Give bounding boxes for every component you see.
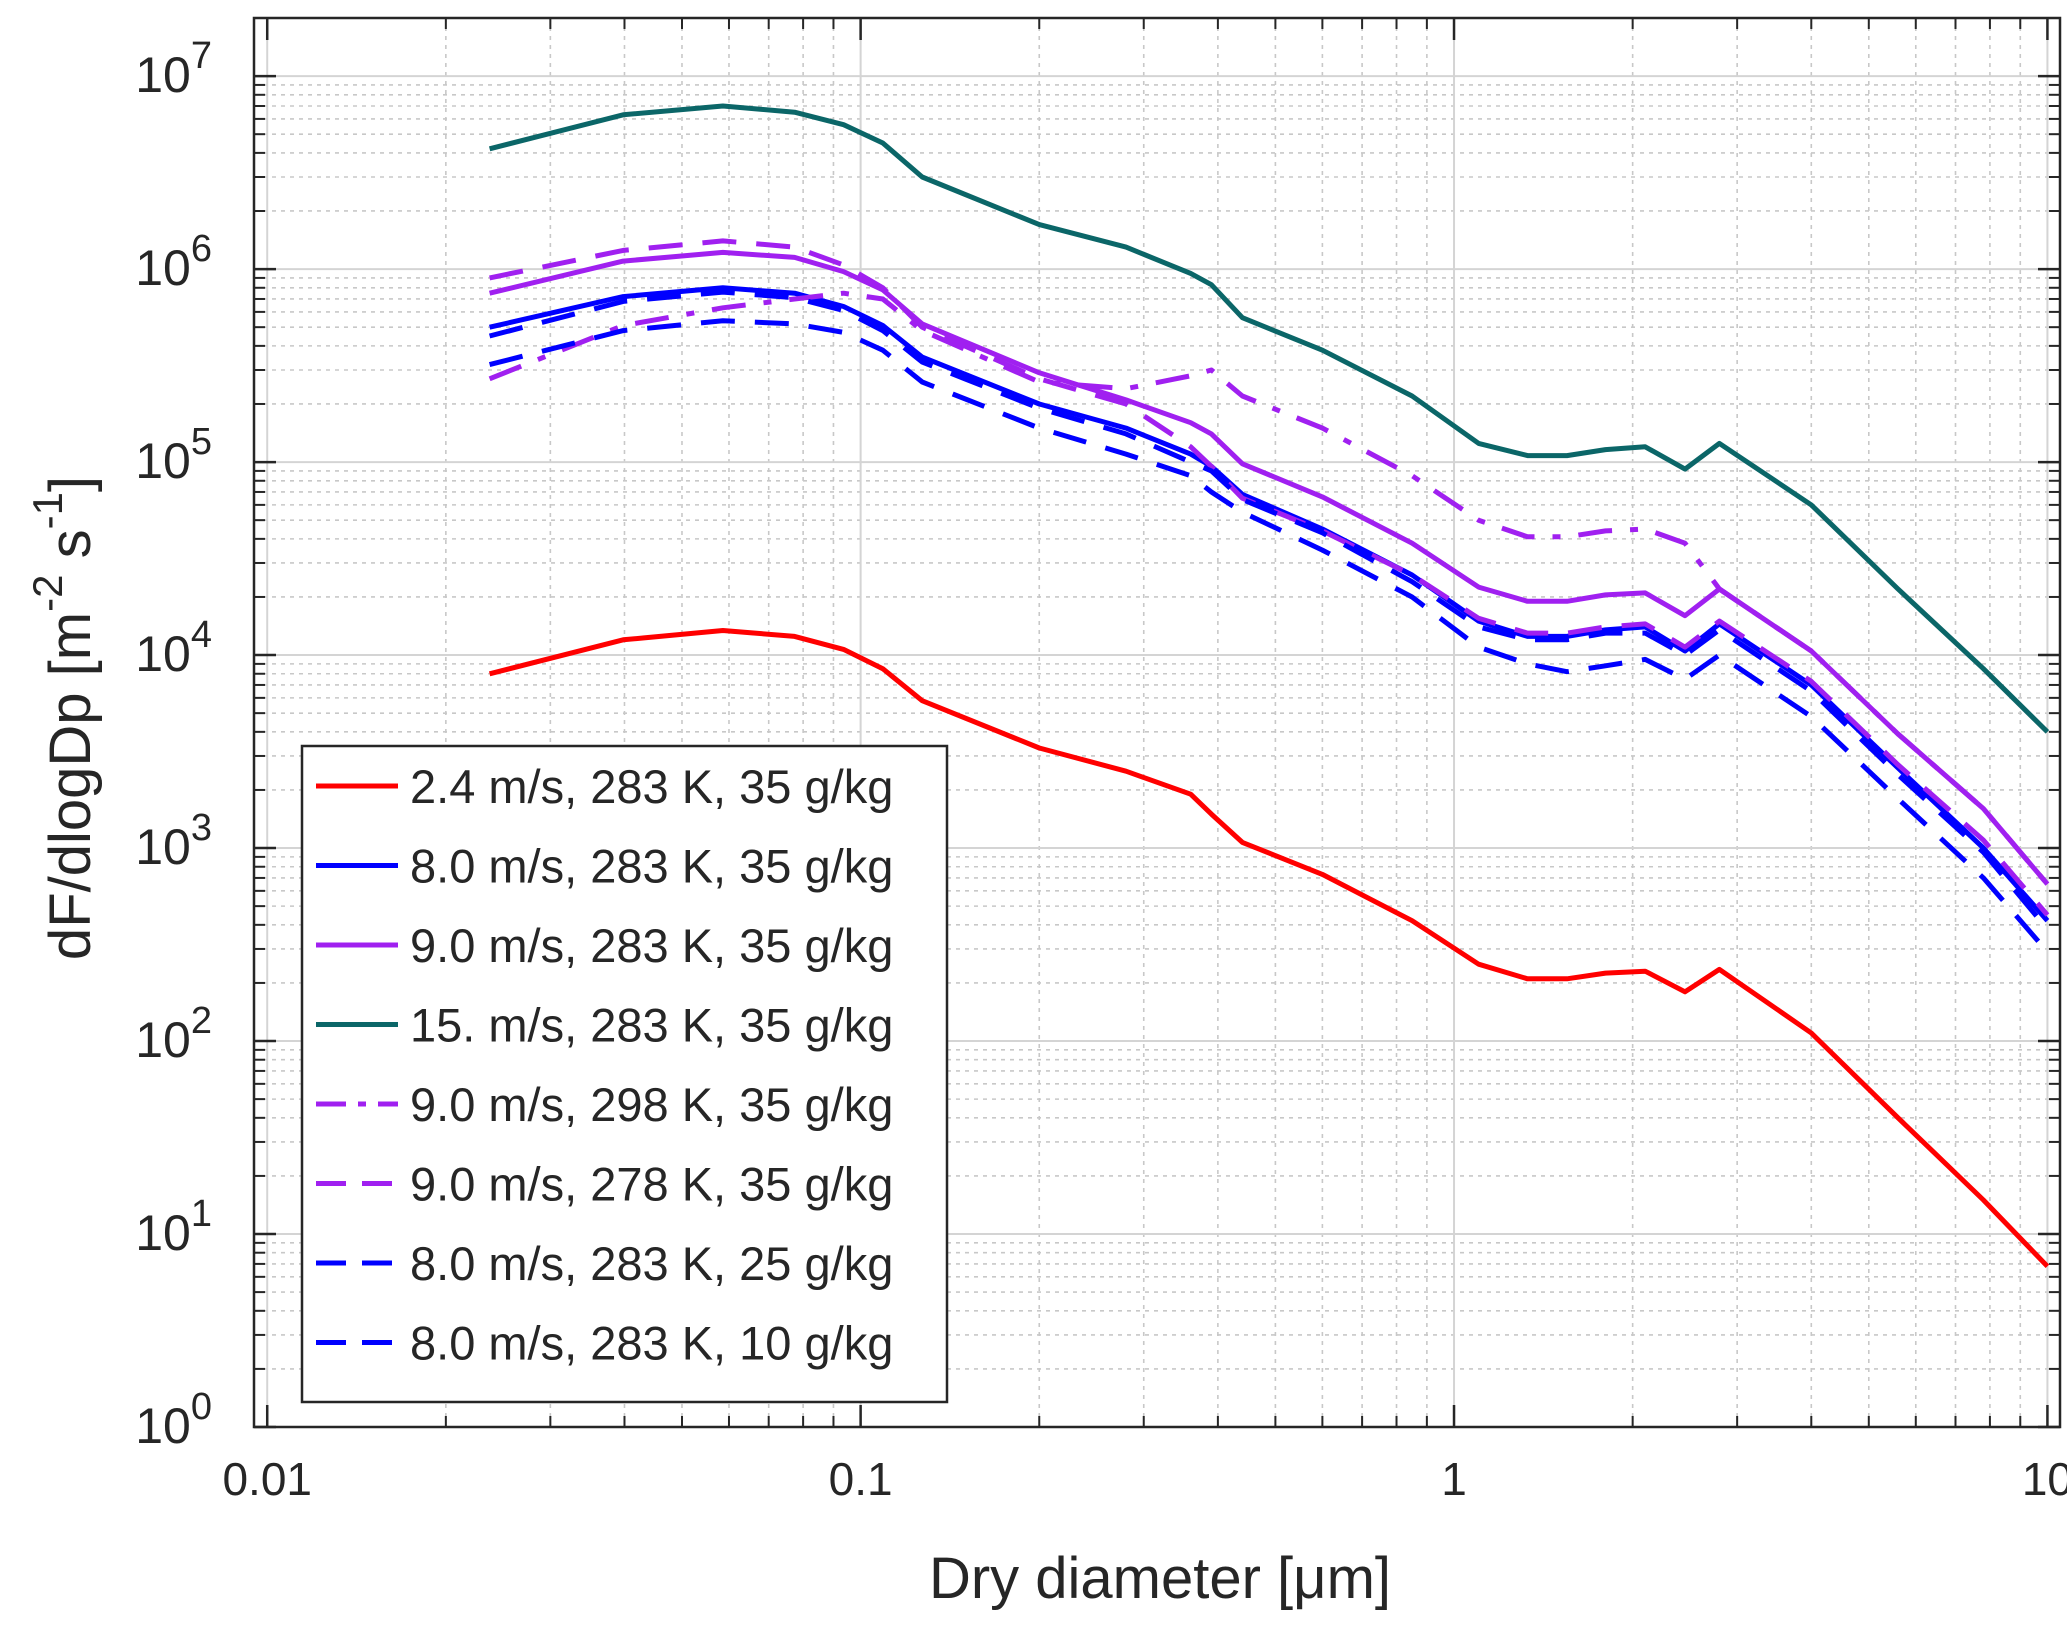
legend-label-1: 2.4 m/s, 283 K, 35 g/kg [410, 760, 893, 813]
x-tick-label: 1 [1441, 1453, 1467, 1505]
series-line-8 [488, 318, 2050, 954]
y-tick-label: 103 [135, 807, 212, 875]
series-line-5 [488, 290, 2050, 886]
y-tick-label: 105 [135, 421, 212, 489]
y-axis-label: dF/dlogDp [m-2 s-1] [24, 476, 103, 960]
y-tick-label: 104 [135, 614, 212, 682]
y-tick-label: 102 [135, 1000, 212, 1068]
legend-label-6: 9.0 m/s, 278 K, 35 g/kg [410, 1158, 893, 1211]
legend: 2.4 m/s, 283 K, 35 g/kg 8.0 m/s, 283 K, 3… [300, 744, 949, 1404]
legend-label-2: 8.0 m/s, 283 K, 35 g/kg [410, 840, 893, 893]
x-tick-label: 0.1 [829, 1453, 893, 1505]
plot-frame [252, 16, 2062, 1429]
x-tick-label: 10 [2022, 1453, 2067, 1505]
series-line-6 [489, 238, 2050, 917]
x-tick-label: 0.01 [222, 1453, 312, 1505]
legend-label-5: 9.0 m/s, 298 K, 35 g/kg [410, 1078, 893, 1131]
series-layer [488, 103, 2050, 1269]
minor-grid [254, 17, 2060, 1427]
legend-box [300, 744, 949, 1404]
legend-label-4: 15. m/s, 283 K, 35 g/kg [410, 999, 893, 1052]
legend-label-7: 8.0 m/s, 283 K, 25 g/kg [410, 1237, 893, 1290]
legend-label-3: 9.0 m/s, 283 K, 35 g/kg [410, 919, 893, 972]
tick-marks [254, 17, 2060, 1429]
y-tick-label: 101 [135, 1193, 212, 1261]
x-axis-label: Dry diameter [μm] [929, 1546, 1391, 1611]
series-line-4 [488, 103, 2050, 734]
y-tick-label: 107 [135, 35, 212, 103]
series-line-1 [488, 628, 2050, 1269]
x-tick-labels: 0.01 0.1 1 10 [222, 1453, 2067, 1505]
series-line-7 [488, 289, 2050, 931]
y-tick-labels: 100 101 102 103 104 105 106 107 [135, 35, 212, 1454]
y-tick-label: 100 [135, 1386, 212, 1454]
legend-label-8: 8.0 m/s, 283 K, 10 g/kg [410, 1317, 893, 1370]
y-tick-label: 106 [135, 228, 212, 296]
